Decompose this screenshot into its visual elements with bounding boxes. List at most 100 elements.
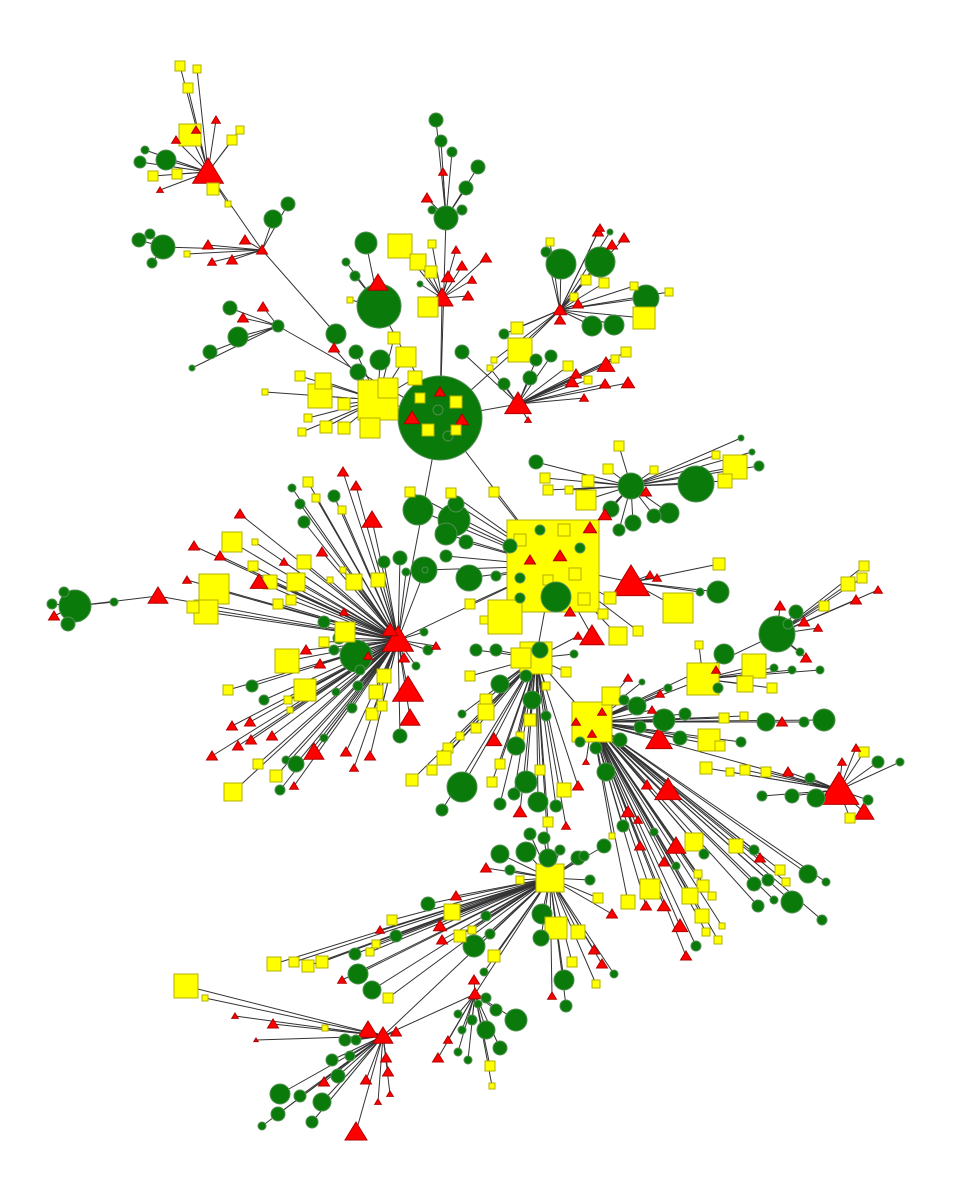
square-node	[318, 636, 330, 648]
triangle-node	[651, 573, 663, 582]
triangle-node	[399, 708, 421, 726]
circle-node	[706, 580, 730, 604]
graph-edge	[291, 487, 399, 641]
circle-node	[502, 538, 518, 554]
triangle-node	[437, 167, 449, 176]
square-node	[592, 892, 604, 904]
triangle-node	[620, 376, 636, 389]
square-node	[296, 554, 312, 570]
triangle-node	[389, 1026, 403, 1037]
triangle-node	[632, 815, 644, 824]
graph-edge	[285, 639, 399, 761]
circle-node	[756, 712, 776, 732]
graph-edge	[293, 877, 551, 963]
square-node	[580, 274, 592, 286]
circle-node	[538, 848, 558, 868]
triangle-node	[598, 378, 612, 389]
triangle-node	[605, 239, 619, 250]
circle-node	[638, 678, 646, 686]
square-node	[613, 440, 625, 452]
triangle-node	[381, 625, 415, 652]
triangle-node	[597, 508, 613, 521]
square-node	[632, 306, 656, 330]
graph-edge	[535, 657, 557, 807]
graph-edge	[630, 437, 742, 487]
circle-node	[649, 827, 659, 837]
triangle-node	[646, 705, 658, 714]
square-node	[376, 668, 392, 684]
graph-edge	[144, 149, 209, 173]
triangle-node	[560, 821, 572, 830]
square-node	[856, 572, 868, 584]
square-node	[173, 973, 199, 999]
circle-node	[553, 969, 575, 991]
circle-node	[433, 205, 459, 231]
graph-edge	[591, 721, 775, 901]
graph-edge	[293, 639, 399, 787]
triangle-node	[303, 742, 325, 760]
square-node	[337, 505, 347, 515]
triangle-node	[381, 622, 399, 637]
triangle-node	[338, 607, 350, 616]
circle-node	[514, 572, 526, 584]
triangle-node	[553, 314, 567, 325]
circle-node	[627, 696, 647, 716]
triangle-node	[440, 270, 456, 283]
triangle-node	[617, 232, 631, 243]
square-node	[417, 296, 439, 318]
triangle-node	[461, 290, 475, 301]
triangle-node	[654, 689, 666, 698]
triangle-node	[256, 301, 270, 312]
circle-node	[540, 710, 552, 722]
circle-node	[319, 733, 329, 743]
square-node	[285, 594, 297, 606]
triangle-node	[288, 781, 300, 790]
square-node	[414, 392, 426, 404]
square-node	[450, 424, 462, 436]
triangle-node	[349, 480, 363, 491]
square-node	[507, 337, 533, 363]
triangle-node	[206, 257, 218, 266]
graph-edge	[353, 639, 399, 769]
circle-node	[737, 434, 745, 442]
triangle-node	[586, 729, 598, 738]
square-node	[223, 782, 243, 802]
square-node	[515, 875, 525, 885]
square-node	[541, 681, 551, 691]
triangle-node	[578, 393, 590, 402]
circle-node	[287, 755, 305, 773]
square-node	[490, 356, 498, 364]
graph-edge	[591, 721, 809, 875]
triangle-node	[454, 413, 470, 426]
circle-node	[624, 514, 642, 532]
circle-node	[596, 838, 612, 854]
triangle-node	[147, 586, 169, 604]
graph-edge	[535, 657, 549, 823]
graph-edge	[591, 721, 823, 921]
circle-node	[269, 1083, 291, 1105]
square-node	[303, 413, 313, 423]
square-node	[486, 364, 494, 372]
triangle-node	[449, 890, 463, 901]
circle-node	[479, 967, 489, 977]
circle-node	[812, 708, 836, 732]
square-node	[741, 653, 767, 679]
triangle-node	[633, 840, 647, 851]
circle-node	[402, 494, 434, 526]
square-node	[319, 420, 333, 434]
circle-node	[806, 788, 826, 808]
square-node	[620, 894, 636, 910]
triangle-node	[187, 540, 201, 551]
square-node	[294, 370, 306, 382]
circle-node	[528, 454, 544, 470]
graph-edge	[321, 1035, 384, 1103]
square-node	[566, 956, 578, 968]
square-node	[718, 712, 730, 724]
graph-edge	[535, 657, 579, 787]
triangle-node	[818, 771, 860, 805]
graph-edge	[263, 639, 399, 701]
square-node	[620, 346, 632, 358]
square-node	[326, 576, 334, 584]
circle-node	[596, 762, 616, 782]
graph-edge	[377, 1035, 384, 1103]
